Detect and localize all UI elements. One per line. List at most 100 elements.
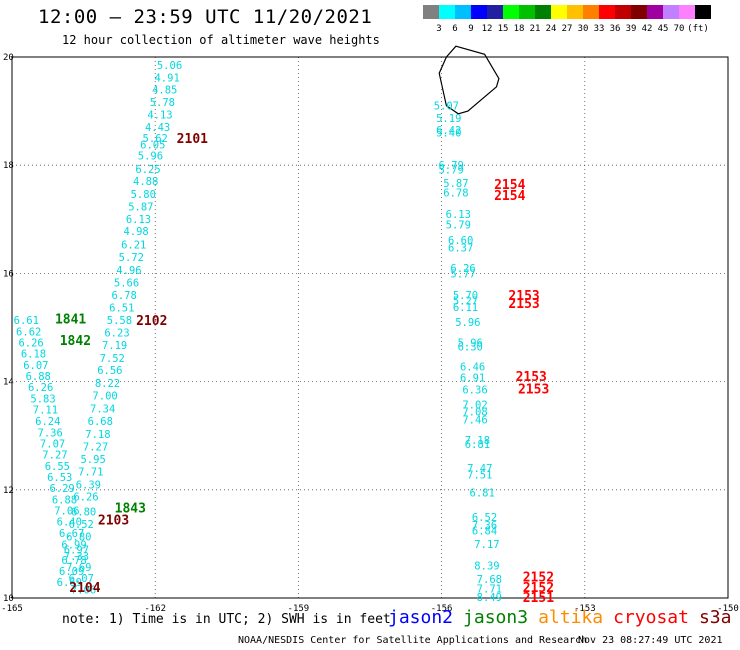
swh-value: 6.68 [88, 416, 113, 428]
time-label: 2153 [516, 370, 547, 385]
legend-swatch [647, 5, 663, 19]
swh-value: 6.26 [28, 382, 53, 394]
swh-value: 6.51 [109, 302, 134, 314]
swh-value: 5.70 [453, 290, 478, 302]
grid-layer [12, 57, 728, 598]
swh-value: 6.80 [71, 506, 96, 518]
legend-swatch [631, 5, 647, 19]
y-tick-label: 20 [3, 53, 14, 63]
land-layer [438, 45, 500, 115]
swh-value: 7.02 [462, 399, 487, 411]
swh-value: 6.46 [460, 361, 485, 373]
swh-value: 5.58 [107, 315, 132, 327]
swh-value: 6.84 [472, 525, 497, 537]
legend-label: 27 [561, 24, 573, 34]
swh-value: 6.81 [465, 439, 490, 451]
legend-label: 30 [577, 24, 589, 34]
swh-value: 6.21 [121, 240, 146, 252]
swh-value: 5.19 [436, 113, 461, 125]
swh-value: 7.27 [42, 450, 67, 462]
swh-value: 6.91 [460, 372, 485, 384]
x-tick-label: -156 [431, 604, 453, 614]
swh-value: 5.66 [114, 278, 139, 290]
swh-value: 5.79 [438, 165, 463, 177]
swh-value: 7.33 [64, 551, 89, 563]
x-tick-label: -165 [1, 604, 23, 614]
time-label: 1843 [115, 502, 146, 517]
swh-value: 8.39 [474, 561, 499, 573]
legend-label: 3 [436, 24, 442, 34]
swh-value: 7.06 [54, 505, 79, 517]
swh-value: 4.91 [154, 73, 179, 85]
time-label: 2152 [523, 570, 554, 585]
swh-value: 7.68 [477, 574, 502, 586]
swh-value: 5.80 [131, 189, 156, 201]
legend-label: 33 [593, 24, 605, 34]
swh-value: 6.37 [448, 242, 473, 254]
satellite-legend: jason2 jason3 altika cryosat s3a [388, 607, 740, 628]
swh-value: 7.36 [472, 520, 497, 532]
legend-label: 39 [625, 24, 637, 34]
swh-value: 6.88 [52, 495, 77, 507]
legend-label: 36 [609, 24, 621, 34]
legend-swatch [535, 5, 551, 19]
swh-value: 6.05 [140, 140, 165, 152]
swh-value: 7.00 [92, 391, 117, 403]
swh-value: 4.43 [145, 122, 170, 134]
satellite-label-cryosat: cryosat [613, 607, 689, 628]
axis-ticks: -165 -162 -159 -156 -153 -150 10 12 14 16 18 20 [1, 53, 739, 614]
swh-value: 6.13 [126, 214, 151, 226]
swh-value: 6.26 [450, 263, 475, 275]
y-tick-label: 14 [3, 378, 14, 388]
chart-title: 12:00 – 23:59 UTC 11/20/2021 [38, 6, 373, 28]
legend-swatch [551, 5, 567, 19]
swh-value: 7.18 [465, 435, 490, 447]
legend-swatch [487, 5, 503, 19]
legend-label: 18 [513, 24, 525, 34]
swh-value: 7.07 [40, 438, 65, 450]
time-label: 2104 [69, 581, 100, 596]
footer-credit: NOAA/NESDIS Center for Satellite Applica… [238, 635, 588, 646]
swh-value: 7.19 [102, 340, 127, 352]
swh-value: 7.69 [66, 562, 91, 574]
legend-swatch [471, 5, 487, 19]
swh-value: 6.56 [97, 365, 122, 377]
swh-value: 7.18 [85, 429, 110, 441]
swh-value: 7.52 [100, 353, 125, 365]
swh-value: 6.29 [49, 483, 74, 495]
swh-value: 6.55 [45, 461, 70, 473]
swh-value: 5.96 [455, 317, 480, 329]
time-label: 2102 [136, 314, 167, 329]
swh-value: 6.13 [446, 209, 471, 221]
swh-value: 7.06 [71, 584, 96, 596]
footer-note: note: 1) Time is in UTC; 2) SWH is in fe… [62, 612, 391, 627]
swh-value: 6.79 [438, 160, 463, 172]
swh-value: 4.85 [152, 84, 177, 96]
time-label: 1841 [55, 312, 86, 327]
time-label: 2151 [523, 591, 554, 606]
legend-swatch [583, 5, 599, 19]
legend-label: 15 [497, 24, 509, 34]
swh-value: 7.51 [467, 470, 492, 482]
swh-value: 6.42 [436, 125, 461, 137]
y-tick-label: 16 [3, 269, 14, 279]
time-label: 2154 [494, 178, 525, 193]
swh-value: 6.88 [26, 371, 51, 383]
legend-label: 21 [529, 24, 541, 34]
chart-subtitle: 12 hour collection of altimeter wave hei… [62, 33, 380, 47]
legend-swatch [439, 5, 455, 19]
swh-value: 7.11 [33, 405, 58, 417]
legend-label: 12 [481, 24, 493, 34]
plot-frame [11, 56, 729, 599]
swh-value: 7.46 [462, 414, 487, 426]
swh-value: 5.79 [446, 220, 471, 232]
swh-value: 6.36 [462, 385, 487, 397]
swh-value: 6.80 [66, 531, 91, 543]
legend-label: 24 [545, 24, 557, 34]
swh-value: 7.71 [477, 583, 502, 595]
legend-swatch [423, 5, 439, 19]
swh-value: 5.78 [150, 97, 175, 109]
swh-value: 6.09 [59, 566, 84, 578]
swh-value: 6.67 [59, 528, 84, 540]
